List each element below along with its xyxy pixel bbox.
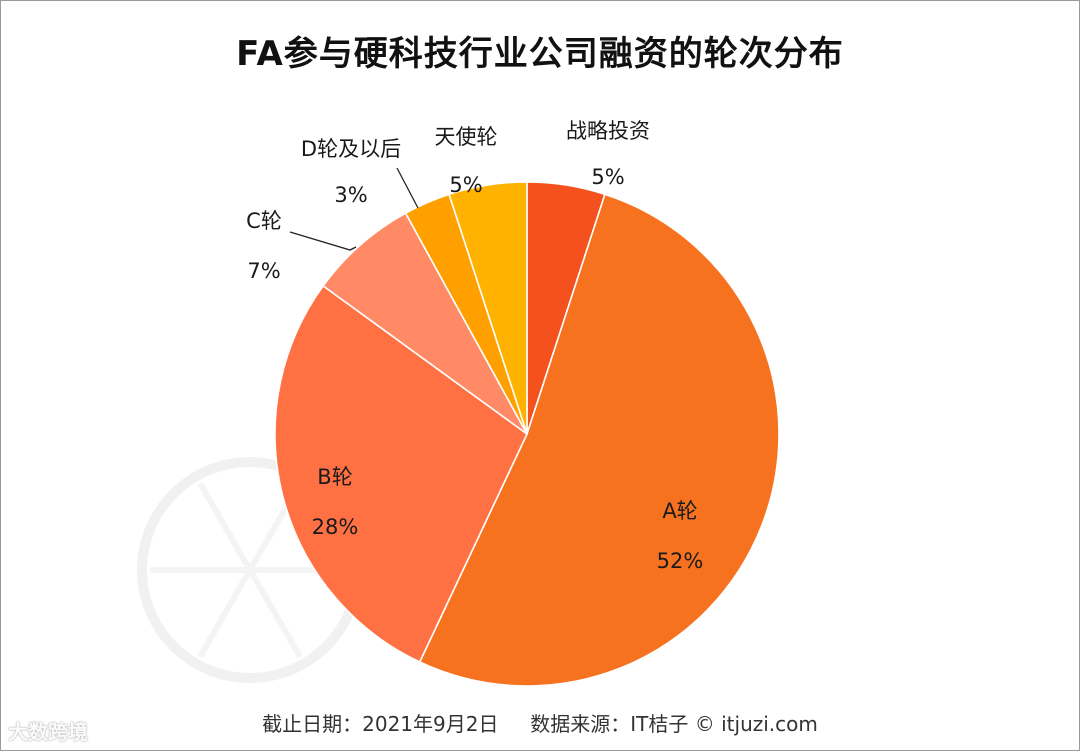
footer-gap [498, 712, 530, 736]
chart-title: FA参与硬科技行业公司融资的轮次分布 [236, 34, 844, 74]
watermark-badge: 大数跨境 [8, 720, 88, 744]
slice-label-strategic: 战略投资 [566, 119, 650, 143]
slice-labels: 战略投资 5% A轮 52% B轮 28% C轮 7% D轮及以后 3% 天使轮 5% [246, 119, 703, 573]
slice-label-round-d-plus: D轮及以后 [301, 137, 401, 161]
pie-slice-angel [448, 181, 528, 435]
leader-line-round-d-plus [396, 167, 419, 209]
slice-value-strategic: 5% [591, 165, 624, 189]
slice-label-round-c: C轮 [246, 209, 282, 233]
slice-value-angel: 5% [449, 173, 482, 197]
pie-slice-round-b [274, 284, 529, 664]
slice-value-round-c: 7% [247, 259, 280, 283]
slice-label-angel: 天使轮 [435, 125, 498, 149]
slice-value-round-b: 28% [312, 515, 359, 539]
watermark-spoke [197, 481, 253, 572]
pie-slice-round-c [322, 212, 528, 435]
watermark-spoke [197, 568, 253, 659]
slice-label-round-b: B轮 [317, 465, 352, 489]
pie-slice-round-a [418, 193, 780, 687]
leader-line-round-c [289, 231, 357, 251]
slice-label-round-a: A轮 [662, 499, 697, 523]
slice-value-round-a: 52% [657, 549, 704, 573]
footer-date: 截止日期：2021年9月2日 [262, 712, 499, 736]
leader-lines [289, 167, 419, 251]
footer: 截止日期：2021年9月2日 数据来源：IT桔子 © itjuzi.com [0, 708, 1080, 737]
footer-source: 数据来源：IT桔子 © itjuzi.com [530, 712, 818, 736]
pie-slices [274, 181, 780, 687]
slice-value-round-d-plus: 3% [334, 183, 367, 207]
watermark-spoke [247, 568, 303, 659]
